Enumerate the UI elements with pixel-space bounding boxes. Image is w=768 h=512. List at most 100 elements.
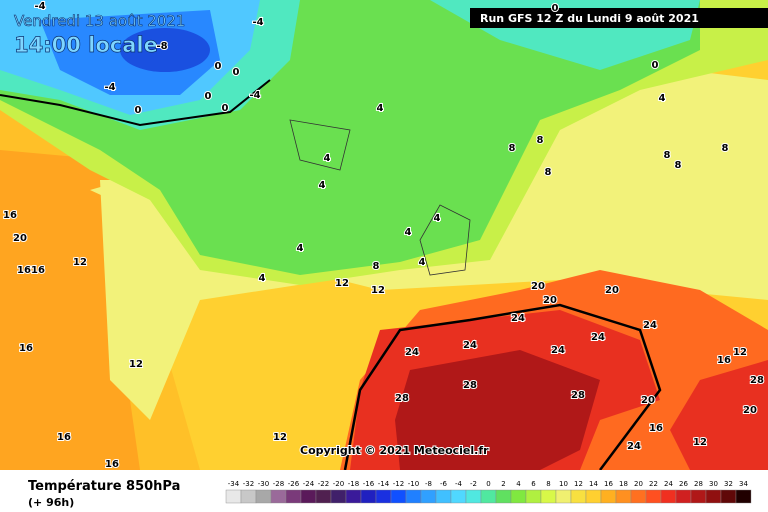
time: 14:00 locale: [14, 33, 158, 57]
scale-swatch: [585, 489, 602, 504]
scale-label: -30: [258, 480, 269, 488]
scale-label: -2: [470, 480, 477, 488]
contour-label: 24: [551, 345, 565, 356]
contour-label: -4: [34, 1, 45, 12]
contour-label: 16: [57, 432, 71, 443]
contour-label: 8: [537, 135, 544, 146]
scale-label: 10: [559, 480, 568, 488]
scale-swatch: [225, 489, 242, 504]
contour-label: 12: [733, 347, 747, 358]
contour-label: 12: [335, 278, 349, 289]
contour-label: 4: [434, 213, 441, 224]
area-red-east: [670, 360, 768, 470]
scale-swatch: [675, 489, 692, 504]
scale-swatch: [270, 489, 287, 504]
contour-label: 20: [605, 285, 619, 296]
contour-label: 24: [627, 441, 641, 452]
contour-label: 24: [463, 340, 477, 351]
scale-label: 14: [589, 480, 598, 488]
contour-label: 28: [571, 390, 585, 401]
contour-label: -4: [252, 17, 263, 28]
scale-label: -10: [408, 480, 419, 488]
scale-swatch: [540, 489, 557, 504]
scale-swatch: [405, 489, 422, 504]
contour-label: 0: [135, 105, 142, 116]
contour-label: 4: [377, 103, 384, 114]
coastline: [289, 119, 471, 276]
contour-label: -4: [104, 82, 115, 93]
scale-label: -34: [228, 480, 240, 488]
contour-label: 20: [543, 295, 557, 306]
contour-label: 20: [641, 395, 655, 406]
scale-label: -18: [348, 480, 359, 488]
scale-label: 26: [679, 480, 688, 488]
contour-label: 8: [509, 143, 516, 154]
scale-label: 34: [739, 480, 748, 488]
scale-label: 16: [604, 480, 613, 488]
contour-label: 0: [222, 103, 229, 114]
isotherm-24: [343, 303, 662, 471]
scale-swatch: [555, 489, 572, 504]
contour-label: 0: [215, 61, 222, 72]
contour-label: 16: [717, 355, 731, 366]
contour-label: 16: [19, 343, 33, 354]
contour-label: 8: [664, 150, 671, 161]
isotherm-0: [0, 79, 271, 127]
scale-label: 22: [649, 480, 658, 488]
contour-label: 8: [722, 143, 729, 154]
scale-label: 18: [619, 480, 628, 488]
contour-label: 24: [643, 320, 657, 331]
scale-label: 0: [486, 480, 490, 488]
scale-label: 6: [531, 480, 536, 488]
scale-label: 2: [501, 480, 505, 488]
scale-swatch: [705, 489, 722, 504]
scale-label: -12: [393, 480, 404, 488]
scale-swatch: [240, 489, 257, 504]
contour-label: 28: [395, 393, 409, 404]
scale-label: -8: [425, 480, 432, 488]
contour-label: 12: [129, 359, 143, 370]
scale-swatch: [450, 489, 467, 504]
contour-label: 4: [319, 180, 326, 191]
copyright: Copyright © 2021 Meteociel.fr: [300, 444, 489, 457]
scale-label: 20: [634, 480, 643, 488]
contour-label: 12: [371, 285, 385, 296]
scale-swatch: [630, 489, 647, 504]
scale-swatch: [510, 489, 527, 504]
contour-label: 24: [405, 347, 419, 358]
contour-label: 28: [463, 380, 477, 391]
scale-label: 28: [694, 480, 703, 488]
contour-label: 12: [73, 257, 87, 268]
contour-label: 20: [743, 405, 757, 416]
scale-swatch: [315, 489, 332, 504]
scale-swatch: [645, 489, 662, 504]
run-box: [470, 8, 768, 28]
contour-label: 0: [233, 67, 240, 78]
scale-label: -32: [243, 480, 254, 488]
contour-label: 16: [3, 210, 17, 221]
scale-swatch: [615, 489, 632, 504]
contour-label: 12: [273, 432, 287, 443]
scale-label: -28: [273, 480, 284, 488]
scale-swatch: [285, 489, 302, 504]
scale-label: 32: [724, 480, 733, 488]
contour-label: -4: [249, 90, 260, 101]
scale-label: -4: [455, 480, 463, 488]
contour-label: 24: [511, 313, 525, 324]
scale-swatch: [570, 489, 587, 504]
scale-label: -14: [378, 480, 390, 488]
scale-label: 4: [516, 480, 521, 488]
scale-swatch: [300, 489, 317, 504]
scale-label: -16: [363, 480, 375, 488]
scale-label: 30: [709, 480, 718, 488]
scale-label: -20: [333, 480, 344, 488]
contour-label: 0: [652, 60, 659, 71]
contour-label: 16: [649, 423, 663, 434]
scale-swatch: [735, 489, 752, 504]
scale-label: 24: [664, 480, 673, 488]
contour-label: 0: [205, 91, 212, 102]
contour-label: 28: [750, 375, 764, 386]
scale-swatch: [525, 489, 542, 504]
contour-label: 0: [552, 3, 559, 14]
contour-label: 24: [591, 332, 605, 343]
